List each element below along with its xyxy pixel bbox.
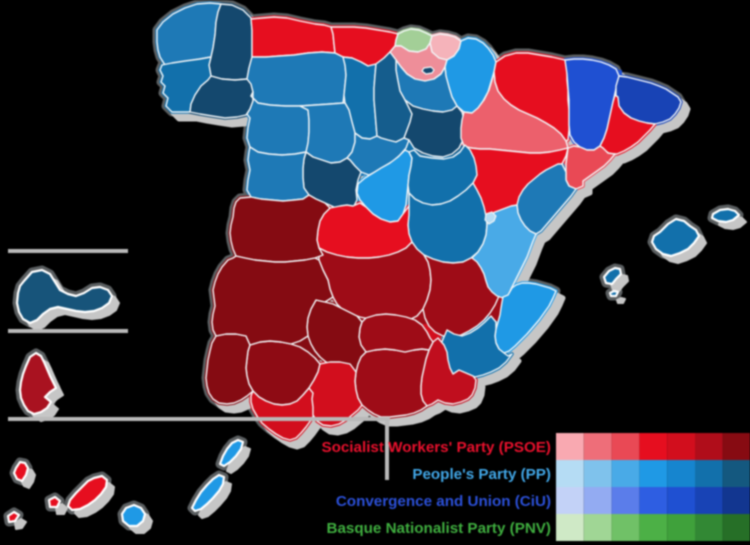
svg-text:Basque Nationalist Party (PNV): Basque Nationalist Party (PNV) xyxy=(327,520,552,537)
svg-text:Convergence and Union (CiU): Convergence and Union (CiU) xyxy=(336,493,551,510)
svg-text:People's Party (PP): People's Party (PP) xyxy=(412,466,551,483)
svg-text:Socialist Workers' Party (PSOE: Socialist Workers' Party (PSOE) xyxy=(321,439,551,456)
